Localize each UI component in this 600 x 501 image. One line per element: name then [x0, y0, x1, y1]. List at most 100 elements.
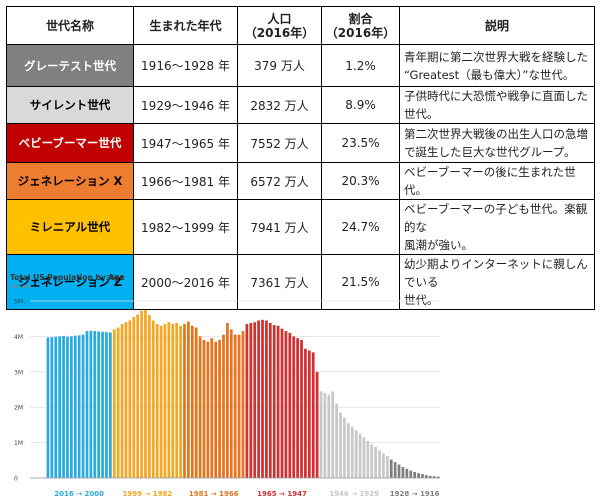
x-range-label: 1928 → 1916 — [390, 490, 440, 498]
y-tick-label: 1M — [14, 440, 23, 447]
bar — [296, 338, 299, 478]
bar — [155, 324, 159, 478]
bar — [428, 475, 432, 478]
bar — [397, 464, 401, 478]
bar — [77, 335, 81, 478]
bar — [358, 433, 362, 478]
bar — [382, 453, 385, 478]
bar — [163, 324, 167, 478]
bar — [343, 417, 346, 478]
chart-title-year: 2016 — [106, 274, 124, 282]
bar — [272, 325, 276, 478]
description-cell: 青年期に第二次世界大戦を経験した “Greatest（最も偉大）”な世代。 — [399, 44, 595, 87]
bar — [253, 322, 257, 478]
bar — [237, 334, 241, 478]
bar — [288, 332, 292, 478]
x-range-label: 1965 → 1947 — [257, 490, 307, 498]
description-line: 世代。 — [404, 107, 439, 121]
bar — [109, 332, 112, 478]
y-tick-label: 0 — [14, 476, 18, 483]
bar — [374, 446, 377, 478]
born-years-cell: 1916～1928 年 — [133, 44, 238, 87]
bar — [167, 322, 171, 478]
bar — [424, 475, 428, 478]
x-range-label: 2016 → 2000 — [54, 490, 104, 498]
x-range-label: 1999 → 1982 — [123, 490, 173, 498]
chart-title: Total US Population by Age — [10, 273, 125, 282]
bar — [62, 336, 65, 478]
description-cell: ベビーブーマーの子ども世代。楽観的な 風潮が強い。 — [399, 199, 595, 255]
bar — [233, 334, 237, 478]
bar — [436, 476, 440, 478]
bar — [315, 371, 319, 478]
bar — [432, 476, 436, 478]
bar — [339, 412, 342, 478]
header-population-line1: 人口 — [267, 11, 292, 26]
description-line: 子供時代に大恐慌や戦争に直面した — [404, 89, 588, 103]
bar — [105, 332, 108, 478]
bar — [366, 440, 370, 478]
bar — [292, 336, 296, 478]
bar — [128, 320, 132, 478]
share-cell: 1.2% — [321, 44, 400, 87]
bar — [214, 341, 218, 478]
table-row: ミレニアル世代 1982～1999 年 7941 万人 24.7% ベビーブーマーの子ど… — [6, 199, 595, 255]
bar — [304, 348, 307, 478]
share-cell: 24.7% — [321, 199, 400, 255]
header-description: 説明 — [399, 6, 595, 45]
header-population: 人口 （2016年） — [237, 6, 322, 45]
born-years-cell: 1966～1981 年 — [133, 162, 238, 200]
population-cell: 2832 万人 — [237, 86, 322, 124]
x-range-label: 1946 → 1929 — [329, 490, 379, 498]
table-row: サイレント世代 1929～1946 年 2832 万人 8.9% 子供時代に大恐慌や戦争… — [6, 86, 595, 124]
bar — [46, 337, 50, 478]
bar — [179, 325, 182, 478]
description-line: ベビーブーマーの子ども世代。楽観的な — [404, 202, 588, 234]
bar — [421, 474, 424, 478]
bar — [101, 331, 104, 478]
share-cell: 20.3% — [321, 162, 400, 200]
population-cell: 7941 万人 — [237, 199, 322, 255]
bar — [331, 391, 335, 478]
bar — [194, 327, 198, 478]
population-cell: 6572 万人 — [237, 162, 322, 200]
description-line: “Greatest（最も偉大）”な世代。 — [404, 67, 575, 82]
bar — [93, 331, 97, 478]
description-line: 世代。 — [404, 293, 439, 307]
bar — [268, 322, 272, 478]
bar — [66, 336, 69, 478]
bar — [265, 320, 268, 478]
description-line: ベビーブーマーの後に生まれた世代。 — [404, 165, 576, 197]
table-row: グレーテスト世代 1916～1928 年 379 万人 1.2% 青年期に第二次世界大戦… — [6, 44, 595, 87]
generation-name-cell: ベビーブーマー世代 — [6, 123, 134, 163]
bar — [350, 426, 354, 478]
bar — [198, 336, 202, 478]
bar — [136, 314, 140, 478]
header-share-line2: （2016年） — [325, 25, 396, 40]
bar — [120, 324, 124, 478]
bar — [409, 470, 413, 478]
bar — [89, 330, 93, 478]
header-share: 割合 （2016年） — [321, 6, 400, 45]
header-population-line2: （2016年） — [244, 25, 315, 40]
bar — [229, 329, 233, 478]
table-header-row: 世代名称 生まれた年代 人口 （2016年） 割合 （2016年） 説明 — [6, 6, 595, 45]
y-tick-label: 4M — [14, 334, 23, 341]
bar — [354, 430, 358, 478]
bar — [245, 324, 249, 478]
bar — [97, 331, 101, 478]
bar — [210, 338, 214, 478]
share-cell: 23.5% — [321, 123, 400, 163]
bar — [249, 322, 253, 478]
bar — [187, 321, 190, 478]
bar — [401, 467, 405, 478]
population-cell: 379 万人 — [237, 44, 322, 87]
y-axis-label: Persons — [10, 284, 32, 290]
bar — [311, 352, 315, 478]
bar — [385, 456, 389, 478]
bar — [362, 437, 366, 478]
bar — [73, 335, 77, 478]
bar — [319, 391, 323, 478]
bar — [346, 423, 350, 478]
